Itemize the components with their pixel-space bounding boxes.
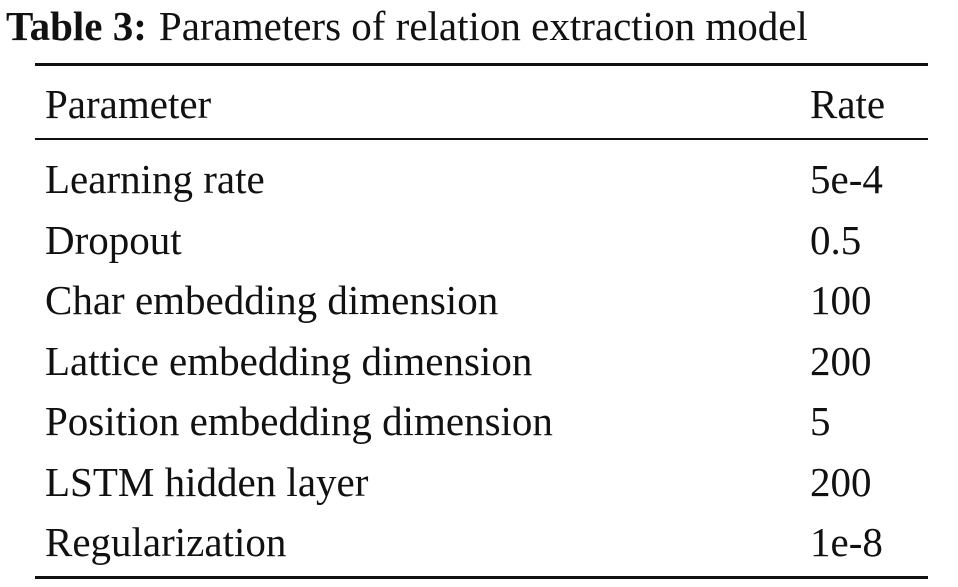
parameter-cell: Lattice embedding dimension [45,337,533,384]
parameter-cell: Regularization [45,519,287,565]
parameter-cell: LSTM hidden layer [45,458,369,505]
header-rate: Rate [810,81,886,127]
top-rule [35,63,928,66]
rate-cell: 0.5 [810,216,862,263]
rate-cell: 1e-8 [810,519,883,565]
header-parameter: Parameter [45,81,212,127]
parameter-cell: Position embedding dimension [45,398,553,444]
caption-label: Table 3: [6,3,147,49]
parameter-cell: Char embedding dimension [45,277,499,323]
caption-text: Parameters of relation extraction model [158,3,808,49]
parameter-cell: Learning rate [45,156,265,202]
header-rule [35,138,928,140]
parameter-cell: Dropout [45,216,182,263]
rate-cell: 5e-4 [810,156,883,202]
table-caption: Table 3: Parameters of relation extractio… [6,2,808,50]
rate-cell: 100 [810,277,872,323]
rate-cell: 5 [810,398,831,444]
rate-cell: 200 [810,337,872,384]
bottom-rule [35,576,928,579]
rate-cell: 200 [810,458,872,505]
